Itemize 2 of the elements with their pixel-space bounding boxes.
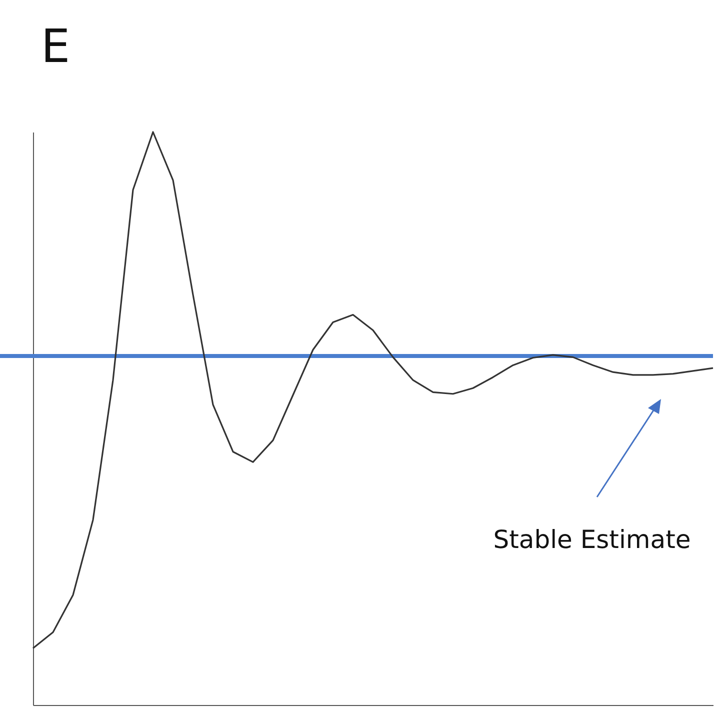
chart-title: E bbox=[41, 19, 70, 73]
annotation: Stable Estimate bbox=[493, 525, 691, 554]
